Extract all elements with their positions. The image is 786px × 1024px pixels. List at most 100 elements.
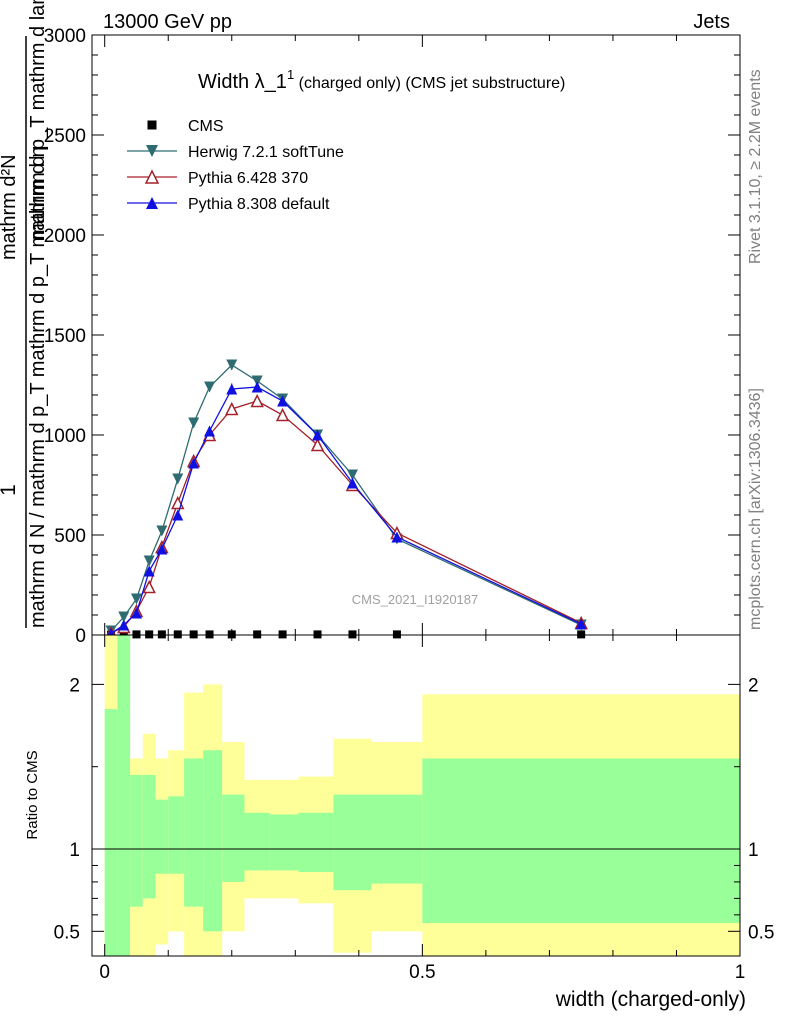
data-point <box>346 469 358 481</box>
ratio-band-inner <box>130 774 143 907</box>
data-point <box>226 359 238 371</box>
ratio-band-inner <box>371 794 423 884</box>
legend-item: CMS <box>147 118 224 135</box>
ratio-ytick-label: 2 <box>69 675 80 696</box>
legend-label: Herwig 7.2.1 softTune <box>188 144 344 161</box>
ylabel-denominator: mathrm d N / mathrm d p_T mathrm d p_T m… <box>27 146 49 628</box>
data-point <box>143 555 155 567</box>
main-ytick-label: 500 <box>54 526 86 547</box>
data-point <box>204 425 216 437</box>
legend-label: CMS <box>188 118 224 135</box>
series-0 <box>107 630 586 639</box>
ratio-band-inner <box>222 794 245 882</box>
main-ytick-label: 1000 <box>44 426 86 447</box>
legend-marker <box>146 197 158 209</box>
legend: CMS Herwig 7.2.1 softTune Pythia 6.428 370… <box>127 118 344 213</box>
data-point <box>143 565 155 577</box>
data-point <box>251 381 263 393</box>
main-panel: 0 500 1000 1500 2000 2500 3000 Width λ_11 (cha… <box>0 0 741 647</box>
data-point <box>157 630 166 639</box>
series-line <box>110 400 582 634</box>
ratio-band-inner <box>298 812 334 873</box>
ratio-band-inner <box>422 758 740 924</box>
main-ytick-label: 2500 <box>44 126 86 147</box>
data-point <box>392 630 401 639</box>
ratio-band-inner <box>142 774 156 899</box>
legend-item: Pythia 8.308 default <box>127 196 330 213</box>
ylabel-right-den: mathrm d p_T mathrm d lambda <box>27 0 49 240</box>
legend-marker <box>147 120 157 130</box>
main-ytick-label: 3000 <box>44 26 86 47</box>
data-point <box>575 618 587 630</box>
data-point <box>156 525 168 537</box>
data-point <box>205 630 214 639</box>
data-point <box>130 607 142 619</box>
ratio-band-inner <box>117 635 131 956</box>
ratio-ylabel: Ratio to CMS <box>24 750 41 839</box>
data-point <box>346 477 358 489</box>
data-point <box>188 417 200 429</box>
ratio-xtick-label: 0.5 <box>409 962 435 983</box>
data-point <box>275 407 290 422</box>
ylabel-right-num: mathrm d²N <box>0 154 20 260</box>
series-line <box>110 386 582 634</box>
ratio-ytick-label-right: 1 <box>748 840 759 861</box>
data-point <box>172 509 184 521</box>
data-point <box>277 395 289 407</box>
data-point <box>226 383 238 395</box>
ratio-ytick-label-right: 0.5 <box>748 922 774 943</box>
ratio-xtick-label: 1 <box>735 962 746 983</box>
data-point <box>313 630 322 639</box>
ratio-band-inner <box>155 799 169 874</box>
data-point <box>119 630 128 639</box>
data-point <box>253 630 262 639</box>
legend-item: Pythia 6.428 370 <box>127 169 308 187</box>
ratio-band-inner <box>104 709 118 956</box>
main-ytick-label: 0 <box>75 626 86 647</box>
header-right: Jets <box>693 11 730 33</box>
main-ytick-label: 1500 <box>44 326 86 347</box>
data-point <box>312 429 324 441</box>
data-point <box>225 401 239 416</box>
data-point <box>391 531 403 543</box>
data-point <box>173 630 182 639</box>
data-point <box>132 630 141 639</box>
ratio-xtick-label: 0 <box>99 962 110 983</box>
data-point <box>142 579 156 594</box>
data-point <box>156 543 168 555</box>
watermark: CMS_2021_I1920187 <box>352 592 479 607</box>
ratio-ytick-label: 1 <box>69 840 80 861</box>
data-point <box>251 375 263 387</box>
legend-marker <box>144 169 160 184</box>
ratio-band-inner <box>203 750 223 932</box>
data-point <box>577 630 586 639</box>
data-point <box>130 593 142 605</box>
main-title: Width λ_11 (charged only) (CMS jet subst… <box>198 67 565 93</box>
ratio-band-inner <box>168 796 185 874</box>
ratio-ytick-label: 0.5 <box>54 922 80 943</box>
ratio-band-inner <box>244 812 270 871</box>
mcplots-label: mcplots.cern.ch [arXiv:1306.3436] <box>747 388 764 630</box>
main-ytick-label: 2000 <box>44 226 86 247</box>
series-1 <box>105 359 587 637</box>
data-point <box>189 630 198 639</box>
data-point <box>188 457 200 469</box>
xlabel: width (charged-only) <box>555 988 746 1011</box>
data-point <box>204 381 216 393</box>
legend-label: Pythia 8.308 default <box>188 196 330 213</box>
data-point <box>172 473 184 485</box>
header-left: 13000 GeV pp <box>103 11 232 33</box>
legend-marker <box>146 145 158 157</box>
legend-label: Pythia 6.428 370 <box>188 170 308 187</box>
ratio-band-inner <box>269 814 299 871</box>
data-point <box>118 619 130 631</box>
rivet-label: Rivet 3.1.10, ≥ 2.2M events <box>747 69 764 264</box>
ratio-ytick-label-right: 2 <box>748 675 759 696</box>
ylabel-numerator: 1 <box>0 484 20 496</box>
data-point <box>145 630 154 639</box>
ratio-band-inner <box>333 794 372 891</box>
legend-item: Herwig 7.2.1 softTune <box>127 144 344 161</box>
data-point <box>348 630 357 639</box>
data-point <box>278 630 287 639</box>
